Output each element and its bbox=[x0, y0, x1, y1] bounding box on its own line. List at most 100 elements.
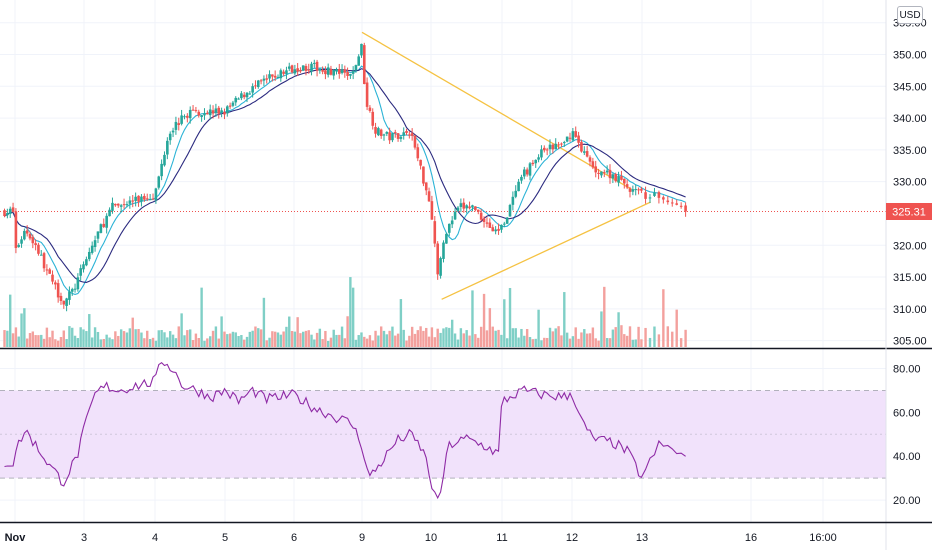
candle-body bbox=[285, 70, 288, 75]
candle-body bbox=[259, 80, 263, 82]
candle-body bbox=[497, 228, 500, 231]
volume-bar bbox=[245, 336, 249, 347]
volume-bar bbox=[391, 326, 394, 347]
candle-body bbox=[228, 105, 232, 107]
candle-body bbox=[87, 251, 91, 260]
candle-body bbox=[391, 133, 394, 141]
candle-body bbox=[479, 212, 483, 220]
candle-body bbox=[256, 80, 260, 88]
volume-bar bbox=[48, 337, 51, 347]
volume-bar bbox=[324, 330, 327, 347]
volume-bar bbox=[105, 334, 108, 347]
currency-button[interactable]: USD bbox=[897, 6, 923, 24]
candle-body bbox=[56, 283, 60, 298]
candle-body bbox=[200, 115, 203, 118]
candle-body bbox=[562, 142, 566, 144]
candle-body bbox=[365, 82, 369, 107]
price-tick-label: 310.00 bbox=[893, 304, 927, 316]
candle-body bbox=[82, 264, 85, 270]
candle-body bbox=[450, 220, 454, 225]
candle-body bbox=[111, 202, 114, 211]
volume-bar bbox=[545, 337, 549, 347]
candle-body bbox=[194, 110, 198, 112]
volume-bar bbox=[340, 326, 344, 347]
candle-body bbox=[634, 189, 638, 191]
volume-bar bbox=[273, 331, 277, 347]
rsi-tick-label: 40.00 bbox=[893, 451, 921, 463]
volume-bar bbox=[251, 330, 254, 347]
candle-body bbox=[90, 245, 94, 253]
volume-bar bbox=[679, 338, 683, 347]
volume-bar bbox=[474, 334, 477, 347]
volume-bar bbox=[430, 327, 434, 347]
volume-bar bbox=[197, 337, 200, 347]
candle-body bbox=[177, 123, 181, 126]
time-tick-label: 9 bbox=[359, 532, 365, 544]
candle-body bbox=[500, 224, 503, 230]
volume-bar bbox=[166, 337, 169, 347]
candle-body bbox=[137, 195, 140, 202]
candle-body bbox=[262, 78, 266, 81]
candle-body bbox=[679, 205, 683, 207]
candle-body bbox=[525, 169, 529, 175]
candle-body bbox=[620, 176, 623, 180]
candle-body bbox=[151, 198, 155, 200]
volume-bar bbox=[268, 337, 271, 347]
price-tick-label: 320.00 bbox=[893, 240, 927, 252]
volume-bar bbox=[653, 326, 656, 347]
volume-bar bbox=[563, 292, 566, 347]
volume-bar bbox=[28, 333, 32, 347]
candle-body bbox=[465, 205, 468, 209]
volume-bar bbox=[223, 331, 226, 347]
volume-bar bbox=[662, 289, 665, 347]
volume-bar bbox=[543, 337, 546, 347]
candle-body bbox=[134, 196, 137, 201]
volume-bar bbox=[494, 330, 497, 347]
candle-body bbox=[614, 173, 618, 182]
candle-body bbox=[534, 159, 538, 164]
volume-bar bbox=[257, 328, 260, 347]
candle-body bbox=[670, 202, 674, 204]
volume-bar bbox=[608, 338, 612, 347]
volume-bar bbox=[500, 334, 503, 347]
volume-bar bbox=[485, 330, 489, 347]
candle-body bbox=[183, 116, 186, 118]
candle-body bbox=[640, 188, 643, 191]
volume-bar bbox=[37, 335, 40, 347]
price-tick-label: 315.00 bbox=[893, 272, 927, 284]
candle-body bbox=[163, 154, 166, 166]
volume-bar bbox=[45, 327, 49, 347]
candle-body bbox=[675, 203, 679, 205]
candle-body bbox=[482, 218, 486, 222]
candle-body bbox=[551, 144, 555, 150]
volume-bar bbox=[427, 336, 431, 347]
candle-body bbox=[657, 192, 661, 198]
volume-bar bbox=[200, 287, 203, 347]
candle-body bbox=[70, 289, 74, 292]
volume-bar bbox=[583, 329, 586, 347]
volume-bar bbox=[183, 335, 186, 347]
volume-bar bbox=[174, 338, 178, 347]
volume-bar bbox=[9, 294, 12, 347]
volume-bar bbox=[117, 335, 120, 347]
time-tick-label: 10 bbox=[425, 532, 437, 544]
volume-bar bbox=[648, 337, 652, 347]
volume-bar bbox=[296, 317, 299, 347]
volume-bar bbox=[203, 340, 206, 347]
volume-bar bbox=[254, 326, 257, 347]
volume-bar bbox=[657, 334, 661, 347]
volume-bar bbox=[208, 336, 212, 347]
candle-body bbox=[354, 65, 358, 71]
volume-bar bbox=[111, 339, 114, 347]
volume-bar bbox=[617, 312, 620, 347]
candle-body bbox=[554, 143, 558, 150]
candle-body bbox=[85, 259, 88, 266]
volume-bar bbox=[471, 290, 474, 347]
candle-body bbox=[226, 106, 229, 114]
candle-body bbox=[11, 207, 15, 212]
candle-body bbox=[662, 197, 665, 200]
volume-bar bbox=[318, 328, 322, 347]
volume-bar bbox=[379, 326, 383, 347]
candle-body bbox=[416, 147, 420, 159]
candle-body bbox=[548, 144, 552, 150]
